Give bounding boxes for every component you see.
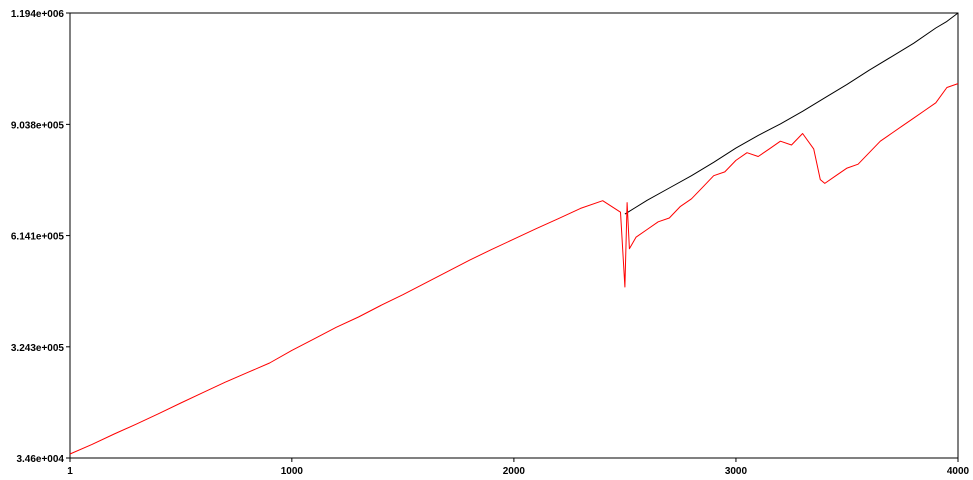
y-axis-ticks: 3.46e+004 3.243e+005 6.141e+005 9.038e+005 1…: [11, 9, 70, 465]
x-tick-label: 3000: [725, 466, 748, 477]
x-tick-label: 2000: [503, 466, 526, 477]
x-axis-ticks: 1 1000 2000 3000 4000: [67, 458, 970, 477]
series-line-red: [69, 83, 959, 455]
y-tick-label: 9.038e+005: [11, 120, 65, 131]
y-tick-label: 3.46e+004: [16, 454, 64, 465]
y-tick-label: 1.194e+006: [11, 9, 65, 20]
y-tick-label: 6.141e+005: [11, 232, 65, 243]
y-tick-label: 3.243e+005: [11, 343, 65, 354]
series-layer: [69, 12, 959, 455]
x-tick-label: 4000: [947, 466, 970, 477]
series-line-black: [624, 12, 959, 215]
plot-area-frame: [69, 12, 959, 459]
x-tick-label: 1: [67, 466, 73, 477]
x-tick-label: 1000: [281, 466, 304, 477]
